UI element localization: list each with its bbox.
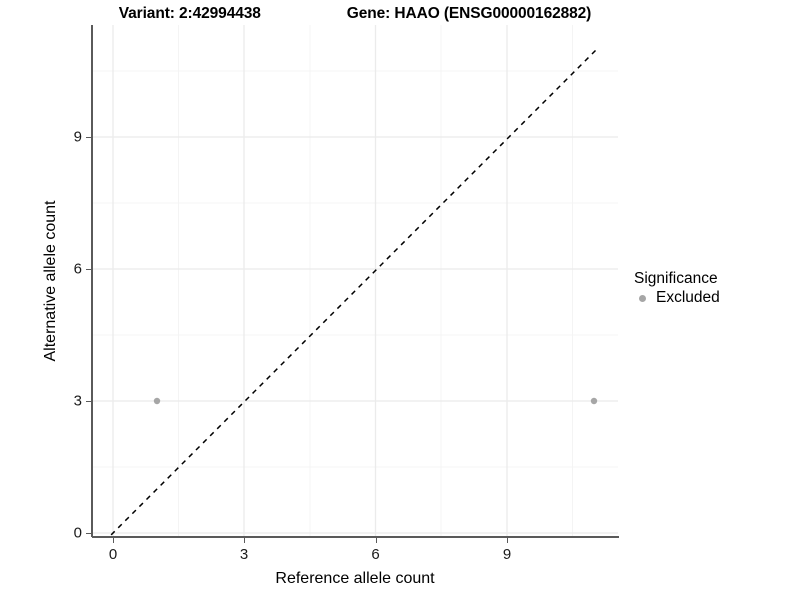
y-tick-label: 3: [73, 392, 82, 410]
x-tick-mark: [113, 538, 114, 543]
y-tick-label: 9: [73, 128, 82, 146]
x-tick-label: 6: [371, 546, 380, 563]
y-axis-line: [91, 25, 93, 537]
y-tick-mark: [86, 533, 91, 534]
x-tick-label: 9: [502, 546, 512, 563]
variant-title: Variant: 2:42994438: [118, 5, 261, 22]
y-axis-title: Alternative allele count: [42, 200, 59, 362]
x-axis-line: [92, 536, 619, 538]
legend: Significance Excluded: [634, 270, 720, 307]
y-tick-label-group: 0 3 6 9: [0, 0, 82, 600]
x-tick-mark: [244, 538, 245, 543]
y-tick-mark: [86, 137, 91, 138]
x-tick-label: 3: [239, 546, 249, 563]
point-marker-icon: [634, 290, 651, 307]
x-tick-label: 0: [108, 546, 118, 563]
data-points: [153, 397, 598, 405]
y-tick-label: 6: [73, 260, 82, 278]
panel-graphics: [92, 25, 618, 537]
legend-title: Significance: [634, 270, 718, 287]
y-tick-label: 0: [73, 524, 82, 542]
y-tick-mark: [86, 401, 91, 402]
legend-item-label: Excluded: [656, 289, 720, 306]
data-point: [590, 397, 598, 405]
x-tick-mark: [507, 538, 508, 543]
gene-title: Gene: HAAO (ENSG00000162882): [346, 5, 592, 22]
x-axis-title: Reference allele count: [275, 570, 435, 587]
identity-reference-line: [107, 49, 597, 537]
gridlines-major-vertical: [112, 25, 508, 537]
legend-item-excluded[interactable]: Excluded: [634, 289, 720, 307]
gridlines-major-horizontal: [92, 136, 618, 534]
x-tick-mark: [375, 538, 377, 543]
plot-panel: [92, 25, 618, 537]
plot-title-row: Variant: 2:42994438 Gene: HAAO (ENSG0000…: [0, 2, 710, 26]
data-point: [153, 397, 161, 405]
y-tick-mark: [86, 269, 91, 270]
